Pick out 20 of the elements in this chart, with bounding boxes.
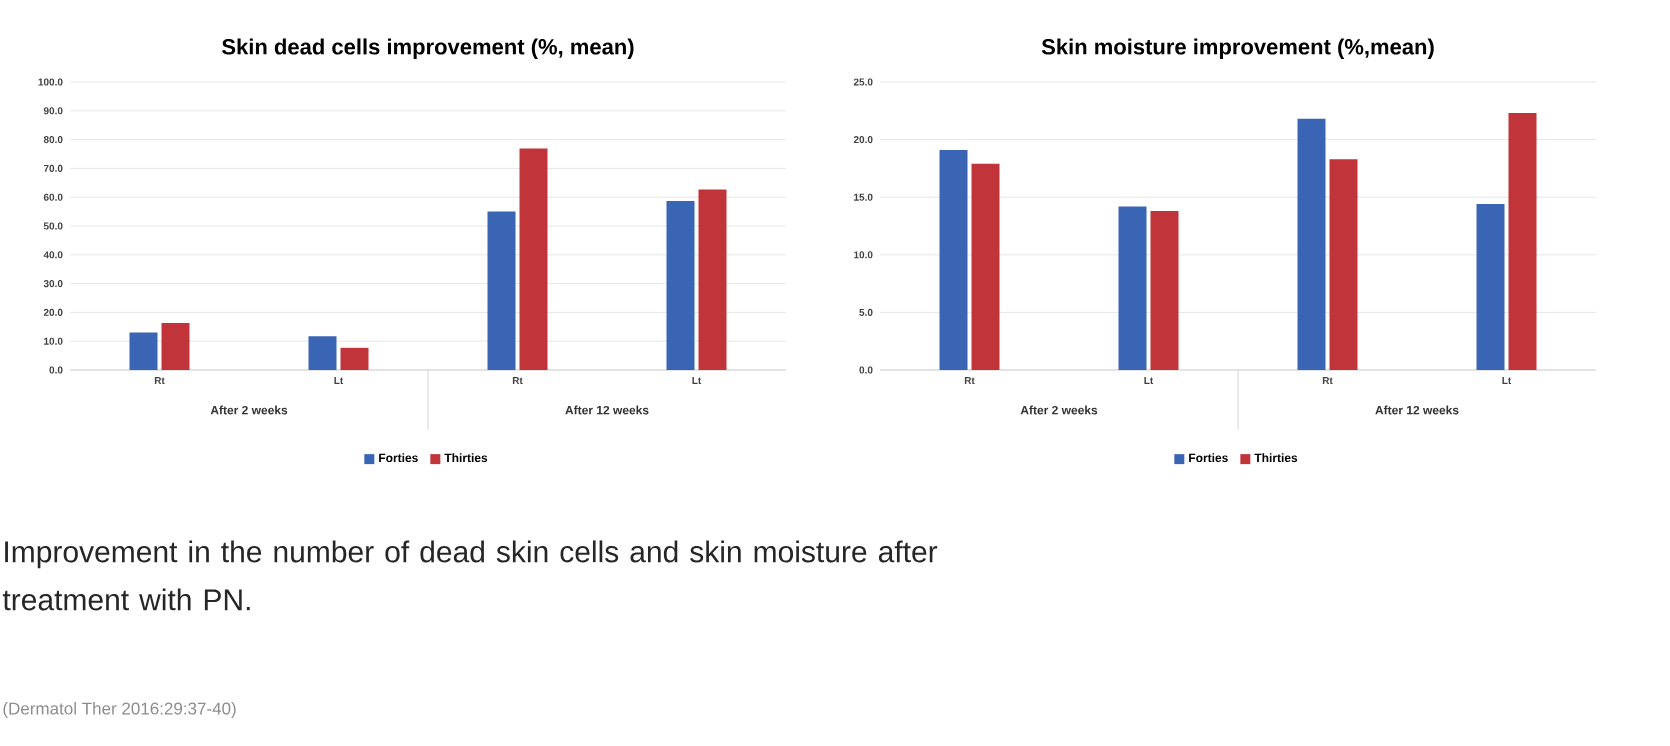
bar: [698, 189, 727, 370]
bar: [308, 336, 337, 370]
bar: [1329, 159, 1358, 370]
chart-title: Skin dead cells improvement (%, mean): [222, 38, 634, 59]
bar: [971, 163, 1000, 370]
bar: [129, 332, 158, 370]
bar: [1118, 206, 1147, 370]
bar: [161, 323, 190, 370]
bar: [666, 200, 695, 370]
text: Improvement in the number of dead skin cells and skin moisture after treatment with PN.: [2, 540, 938, 611]
bar: [1297, 118, 1326, 370]
text: (Dermatol Ther 2016:29:37-40): [3, 702, 236, 718]
bar: [519, 148, 548, 370]
bar: [340, 347, 369, 370]
bar: [1508, 113, 1537, 370]
bar: [1150, 211, 1179, 370]
chart-title: Skin moisture improvement (%,mean): [1041, 38, 1434, 59]
bar: [487, 211, 516, 370]
bar: [1476, 204, 1505, 370]
bar: [939, 149, 968, 370]
